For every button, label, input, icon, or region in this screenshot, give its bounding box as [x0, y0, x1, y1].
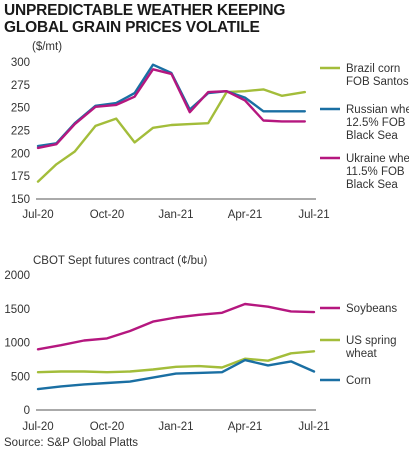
grain-price-chart-legend-label-1: Brazil corn [346, 63, 400, 75]
chart-title-line-2: GLOBAL GRAIN PRICES VOLATILE [4, 19, 260, 36]
chart-title: UNPREDICTABLE WEATHER KEEPING GLOBAL GRA… [4, 2, 324, 36]
grain-price-chart-y-tick-label: 250 [11, 103, 30, 115]
grain-price-chart-x-tick-label: Jul-21 [298, 209, 329, 221]
grain-price-chart-x-tick-label: Jan-21 [158, 209, 193, 221]
cbot-futures-chart-legend-label-2: wheat [345, 348, 377, 360]
grain-price-chart-series-line-1 [36, 88, 306, 183]
grain-price-chart-legend-label-3: Ukraine wheat [346, 153, 409, 165]
grain-price-chart-unit-label: ($/mt) [32, 41, 62, 53]
cbot-futures-chart-series-line-2 [36, 350, 316, 374]
grain-price-chart-y-tick-label: 275 [11, 80, 30, 92]
cbot-futures-chart-legend-label-3: Corn [346, 375, 371, 387]
cbot-futures-chart-y-tick-label: 0 [24, 405, 30, 417]
grain-price-chart-series-line-2 [36, 63, 306, 148]
grain-price-chart-series-line-3 [36, 68, 306, 150]
cbot-futures-chart-x-tick-label: Jul-20 [22, 421, 53, 433]
cbot-futures-chart-x-tick-label: Jul-21 [298, 421, 329, 433]
grain-price-chart-x-tick-label: Oct-20 [90, 209, 125, 221]
grain-price-chart-y-tick-label: 225 [11, 126, 30, 138]
grain-price-chart-legend-label-3: 11.5% FOB [346, 166, 405, 178]
grain-price-chart-x-tick-label: Apr-21 [228, 209, 263, 221]
cbot-futures-chart-x-tick-label: Oct-20 [90, 421, 125, 433]
grain-price-chart-y-tick-label: 300 [11, 57, 30, 69]
grain-price-chart-y-tick-label: 175 [11, 171, 30, 183]
cbot-futures-chart-y-tick-label: 500 [11, 371, 30, 383]
cbot-futures-chart-y-tick-label: 1500 [4, 304, 30, 316]
grain-price-chart-legend-label-3: Black Sea [346, 179, 398, 191]
cbot-futures-chart-title: CBOT Sept futures contract (¢/bu) [33, 255, 207, 267]
cbot-futures-chart-y-tick-label: 1000 [4, 338, 30, 350]
grain-price-chart-y-tick-label: 200 [11, 148, 30, 160]
cbot-futures-chart-x-tick-label: Jan-21 [158, 421, 193, 433]
grain-price-chart-x-tick-label: Jul-20 [22, 209, 53, 221]
cbot-futures-chart-series-line-3 [36, 358, 316, 391]
chart-title-line-1: UNPREDICTABLE WEATHER KEEPING [4, 2, 286, 19]
grain-price-chart-y-tick-label: 150 [11, 194, 30, 206]
cbot-futures-chart-x-tick-label: Apr-21 [228, 421, 263, 433]
grain-price-chart-legend-label-2: Black Sea [346, 130, 398, 142]
cbot-futures-chart-series-line-1 [36, 302, 316, 351]
grain-price-chart-legend-label-2: 12.5% FOB [346, 117, 406, 129]
cbot-futures-chart-legend-label-2: US spring [346, 335, 397, 347]
grain-price-chart-legend-label-2: Russian wheat [346, 104, 409, 116]
cbot-futures-chart-legend-label-1: Soybeans [346, 303, 397, 315]
cbot-futures-chart-y-tick-label: 2000 [4, 270, 30, 282]
source-note: Source: S&P Global Platts [4, 437, 139, 449]
grain-price-chart-legend-label-1: FOB Santos [346, 76, 409, 88]
